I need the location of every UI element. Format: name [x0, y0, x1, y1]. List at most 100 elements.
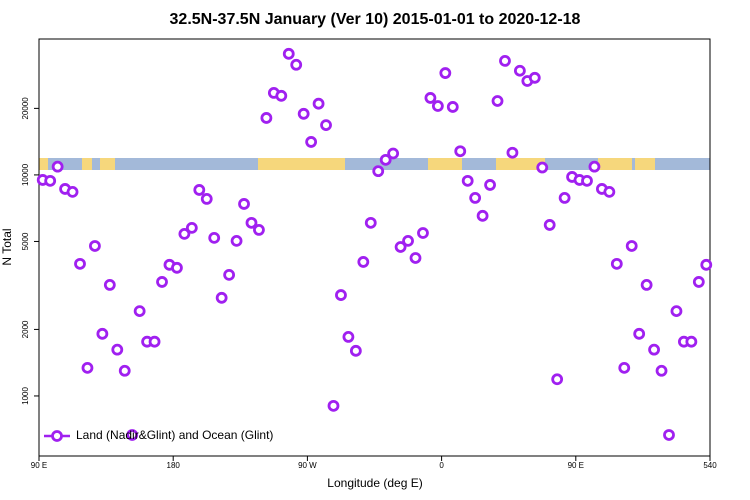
y-tick-label: 1000 [21, 387, 30, 405]
data-point [417, 227, 429, 239]
data-point [215, 291, 228, 304]
data-point [655, 364, 668, 377]
data-point [499, 54, 511, 67]
data-point [111, 343, 124, 356]
data-point [625, 240, 638, 252]
data-point [372, 165, 385, 178]
map-land [428, 158, 462, 170]
data-point [700, 258, 713, 271]
data-point [126, 429, 139, 441]
data-point [253, 223, 265, 236]
data-point [506, 146, 519, 159]
data-point [342, 331, 355, 343]
data-point [364, 216, 377, 229]
data-point [379, 153, 392, 166]
data-point [290, 58, 303, 71]
map-land [598, 158, 632, 170]
data-point [663, 429, 675, 441]
data-point [588, 160, 601, 173]
data-point [581, 174, 593, 187]
y-tick-label: 5000 [21, 232, 30, 250]
data-point [387, 147, 400, 160]
data-point [275, 89, 288, 102]
x-axis-label: Longitude (deg E) [327, 476, 422, 490]
data-point [200, 192, 213, 205]
x-tick-label: 90 E [568, 461, 584, 470]
data-point [476, 209, 489, 222]
data-point [670, 305, 683, 318]
data-point [692, 276, 705, 288]
data-point [469, 192, 482, 204]
data-point [402, 234, 414, 247]
data-point [185, 221, 198, 234]
map-land [39, 158, 48, 170]
data-point [312, 97, 325, 110]
data-point [513, 64, 526, 77]
data-point [618, 361, 631, 374]
data-point [633, 327, 646, 340]
y-tick-label: 2000 [21, 320, 30, 338]
data-point [335, 289, 347, 301]
chart-title: 32.5N-37.5N January (Ver 10) 2015-01-01 … [170, 11, 581, 28]
data-point [439, 67, 452, 79]
data-point [349, 344, 362, 357]
map-land [82, 158, 92, 170]
data-point [648, 343, 660, 356]
plot-frame [38, 38, 711, 457]
data-point [81, 361, 94, 374]
map-land [635, 158, 655, 170]
data-point [148, 335, 161, 348]
y-tick-label: 10000 [21, 163, 30, 186]
data-point [238, 198, 250, 210]
map-land [496, 158, 545, 170]
data-point [96, 327, 109, 340]
data-point [297, 107, 310, 120]
data-point [685, 335, 698, 348]
data-point [603, 185, 616, 198]
data-point [394, 241, 407, 253]
data-point [551, 373, 564, 386]
data-point [74, 257, 86, 270]
data-point [66, 185, 79, 198]
data-point [230, 234, 243, 247]
data-point [484, 179, 496, 191]
data-point [536, 161, 549, 174]
data-point [528, 71, 541, 84]
data-point [409, 252, 422, 264]
data-point [44, 174, 57, 187]
legend-label: Land (Nadir&Glint) and Ocean (Glint) [76, 428, 273, 442]
data-point [357, 256, 370, 268]
data-point [260, 112, 273, 124]
data-point [51, 160, 64, 173]
data-point [133, 305, 146, 318]
data-point [610, 257, 623, 270]
data-point [558, 192, 571, 204]
x-tick-label: 540 [703, 461, 717, 470]
data-point [245, 216, 258, 229]
x-tick-label: 180 [167, 461, 181, 470]
data-point [171, 261, 183, 274]
data-point [543, 219, 556, 231]
data-point [461, 174, 474, 187]
x-tick-label: 90 W [298, 461, 317, 470]
data-point [193, 184, 206, 196]
data-point [282, 47, 295, 60]
data-point [446, 101, 459, 113]
data-point [118, 364, 131, 377]
x-tick-label: 0 [439, 461, 444, 470]
data-point [327, 399, 340, 412]
data-point [223, 268, 236, 281]
map-land [100, 158, 115, 170]
data-point [424, 92, 437, 104]
data-point [491, 95, 504, 107]
data-point [320, 119, 332, 132]
data-point [454, 145, 467, 158]
map-land [258, 158, 345, 170]
data-point [305, 136, 318, 148]
data-point [103, 278, 116, 291]
legend-marker [51, 430, 63, 442]
data-point [89, 240, 101, 252]
y-tick-label: 20000 [21, 97, 30, 120]
data-point [640, 278, 653, 291]
